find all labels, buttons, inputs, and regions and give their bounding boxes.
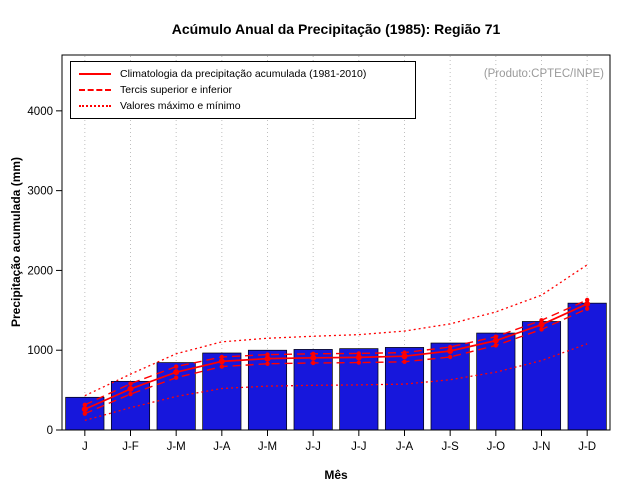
y-tick-label: 2000 <box>27 265 53 277</box>
x-tick-label: J <box>82 441 88 453</box>
legend-label: Valores máximo e mínimo <box>120 100 241 112</box>
series-marker <box>447 354 453 360</box>
series-marker <box>584 306 590 311</box>
series-marker <box>173 375 179 380</box>
series-marker <box>219 364 225 369</box>
legend-item-climatology: Climatologia da precipitação acumulada (… <box>79 66 415 82</box>
x-tick-label: J-A <box>213 441 231 453</box>
series-marker <box>128 391 133 397</box>
series-marker <box>492 337 499 344</box>
series-marker <box>356 351 362 356</box>
y-tick-label: 1000 <box>27 345 53 357</box>
series-marker <box>310 360 316 366</box>
legend: Climatologia da precipitação acumulada (… <box>70 61 416 119</box>
series-marker <box>401 353 408 360</box>
x-tick-label: J-S <box>442 441 460 453</box>
series-marker <box>584 300 591 307</box>
x-tick-label: J-A <box>396 441 414 453</box>
series-marker <box>265 352 270 357</box>
x-tick-label: J-O <box>487 441 506 453</box>
series-marker <box>493 343 499 348</box>
series-marker <box>82 402 88 408</box>
chart-title: Acúmulo Anual da Precipitação (1985): Re… <box>171 21 501 37</box>
series-marker <box>219 354 225 360</box>
series-marker <box>218 358 225 365</box>
series-line-dashed <box>84 308 588 415</box>
legend-item-terciles: Tercis superior e inferior <box>79 82 415 98</box>
dashed-line-icon <box>79 89 111 91</box>
y-tick-label: 0 <box>47 425 53 437</box>
legend-label: Tercis superior e inferior <box>120 84 233 96</box>
series-marker <box>493 334 499 339</box>
x-tick-label: J-D <box>578 441 596 453</box>
series-line-dashed <box>84 299 588 406</box>
x-tick-label: J-F <box>122 441 139 453</box>
series-marker <box>447 344 453 350</box>
dotted-line-icon <box>79 105 111 107</box>
plot-frame <box>61 54 611 431</box>
series-marker <box>82 411 88 416</box>
y-tick-label: 3000 <box>27 186 53 198</box>
series-marker <box>173 364 179 369</box>
bar-J-D <box>567 302 607 431</box>
x-tick-label: J-M <box>167 441 186 453</box>
series-marker <box>173 369 180 376</box>
series-line-solid <box>84 303 588 411</box>
series-marker <box>538 321 545 328</box>
series-marker <box>584 297 590 303</box>
series-marker <box>402 350 407 355</box>
series-line-dotted <box>84 343 588 422</box>
x-axis-title: Mês <box>324 468 348 482</box>
series-marker <box>264 355 271 362</box>
bar-J-N <box>521 321 562 431</box>
series-marker <box>310 354 317 361</box>
series-marker <box>81 406 88 413</box>
x-tick-label: J-N <box>533 441 551 453</box>
y-tick-label: 4000 <box>27 106 53 118</box>
series-marker <box>128 381 133 386</box>
series-marker <box>355 354 362 361</box>
series-marker <box>539 318 544 323</box>
series-marker <box>356 360 362 365</box>
series-marker <box>127 385 134 392</box>
x-tick-label: J-M <box>258 441 277 453</box>
x-tick-label: J-J <box>305 441 320 453</box>
series-marker <box>402 359 407 364</box>
solid-line-icon <box>79 73 111 75</box>
legend-label: Climatologia da precipitação acumulada (… <box>120 68 367 80</box>
legend-item-max-min: Valores máximo e mínimo <box>79 98 415 114</box>
y-axis-title: Precipitação acumulada (mm) <box>9 156 23 328</box>
x-tick-label: J-J <box>351 441 366 453</box>
series-marker <box>310 351 316 357</box>
series-marker <box>447 348 454 355</box>
series-marker <box>265 361 270 366</box>
product-credit: (Produto:CPTEC/INPE) <box>483 68 604 80</box>
series-marker <box>539 327 544 332</box>
